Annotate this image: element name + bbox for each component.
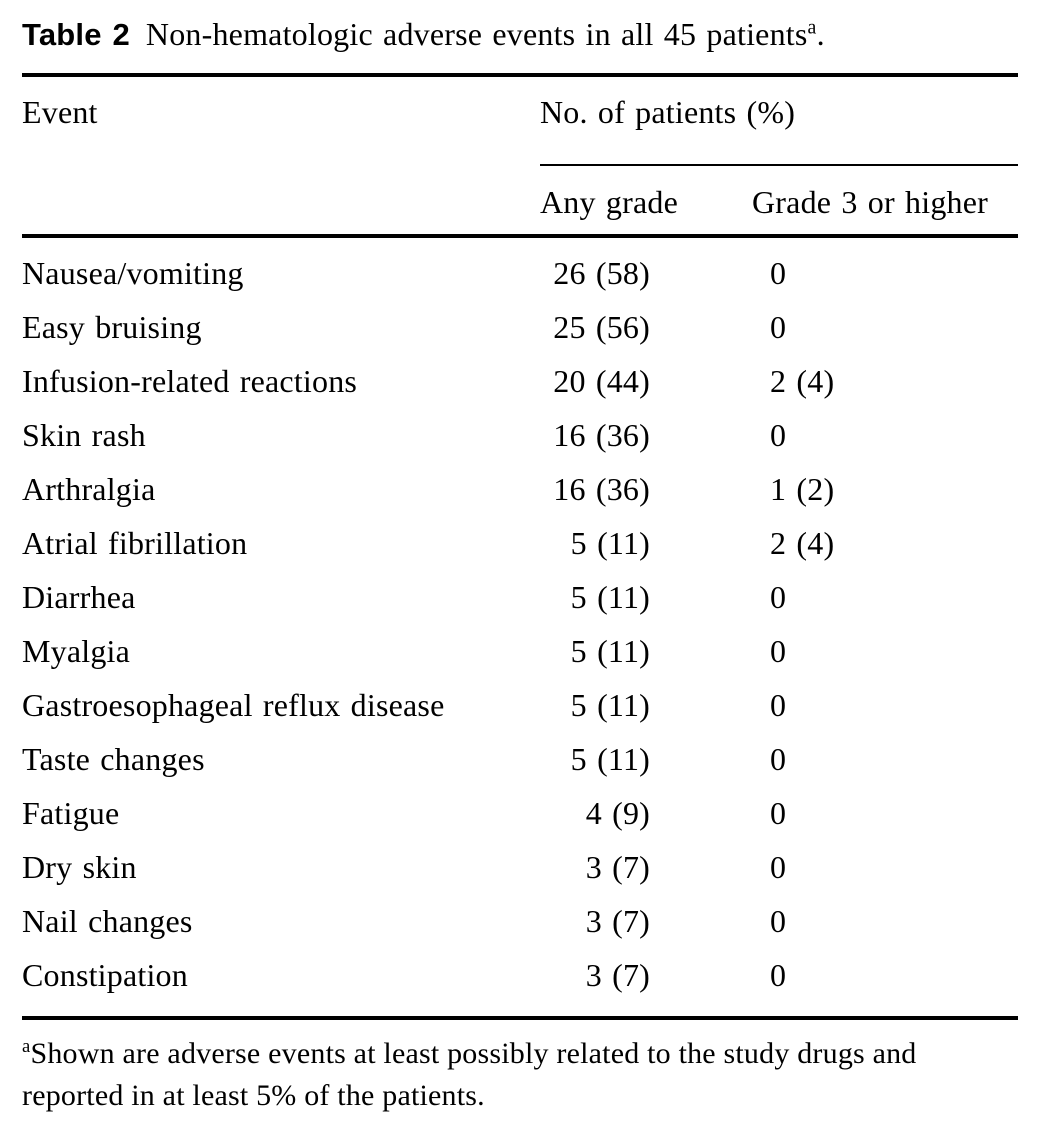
event-cell: Nausea/vomiting: [22, 254, 244, 291]
table-caption-label: Table 2: [22, 17, 130, 52]
grade3-cell: 0: [770, 686, 787, 723]
caption-footnote-marker: a: [807, 16, 817, 39]
grade3-cell: 1 (2): [770, 470, 835, 507]
any-grade-cell: 4 (9): [540, 786, 752, 840]
any-grade-cell: 25 (56): [540, 300, 752, 354]
grade3-cell: 0: [770, 254, 787, 291]
table-footnote: aShown are adverse events at least possi…: [22, 1033, 1022, 1117]
any-grade-cell: 5 (11): [540, 570, 752, 624]
grade3-cell: 2 (4): [770, 362, 835, 399]
column-header-any-grade: Any grade: [540, 183, 678, 220]
any-grade-value: 5 (11): [570, 632, 650, 669]
table-body: Nausea/vomiting 26 (58) 0 Easy bruising …: [22, 236, 1018, 1018]
grade3-cell: 0: [770, 416, 787, 453]
any-grade-value: 3 (7): [585, 956, 650, 993]
table-row: Gastroesophageal reflux disease 5 (11) 0: [22, 678, 1018, 732]
column-group-header-patients: No. of patients (%): [540, 75, 1019, 166]
grade3-cell: 0: [770, 632, 787, 669]
any-grade-cell: 5 (11): [540, 516, 752, 570]
table-row: Atrial fibrillation 5 (11) 2 (4): [22, 516, 1018, 570]
table-row: Skin rash 16 (36) 0: [22, 408, 1018, 462]
event-cell: Taste changes: [22, 740, 205, 777]
any-grade-cell: 26 (58): [540, 236, 752, 300]
footnote-text: Shown are adverse events at least possib…: [22, 1037, 917, 1112]
any-grade-value: 5 (11): [570, 524, 650, 561]
grade3-cell: 0: [770, 740, 787, 777]
event-cell: Myalgia: [22, 632, 131, 669]
any-grade-value: 5 (11): [570, 686, 650, 723]
any-grade-cell: 3 (7): [540, 948, 752, 1018]
table-row: Fatigue 4 (9) 0: [22, 786, 1018, 840]
any-grade-cell: 16 (36): [540, 462, 752, 516]
header-row-sub: Any grade Grade 3 or higher: [22, 165, 1018, 236]
any-grade-value: 5 (11): [570, 740, 650, 777]
grade3-cell: 0: [770, 902, 787, 939]
any-grade-cell: 3 (7): [540, 840, 752, 894]
any-grade-value: 3 (7): [585, 848, 650, 885]
grade3-cell: 0: [770, 308, 787, 345]
table-row: Myalgia 5 (11) 0: [22, 624, 1018, 678]
table-caption: Table 2 Non-hematologic adverse events in…: [22, 14, 1018, 55]
any-grade-cell: 16 (36): [540, 408, 752, 462]
event-cell: Gastroesophageal reflux disease: [22, 686, 445, 723]
any-grade-cell: 5 (11): [540, 732, 752, 786]
event-cell: Nail changes: [22, 902, 193, 939]
header-row-group: Event No. of patients (%): [22, 75, 1019, 166]
event-cell: Arthralgia: [22, 470, 156, 507]
grade3-cell: 0: [770, 848, 787, 885]
event-cell: Fatigue: [22, 794, 120, 831]
event-cell: Atrial fibrillation: [22, 524, 248, 561]
any-grade-value: 26 (58): [553, 254, 650, 291]
grade3-cell: 0: [770, 578, 787, 615]
event-cell: Dry skin: [22, 848, 137, 885]
table-row: Infusion-related reactions 20 (44) 2 (4): [22, 354, 1018, 408]
any-grade-cell: 5 (11): [540, 678, 752, 732]
table-row: Diarrhea 5 (11) 0: [22, 570, 1018, 624]
grade3-cell: 0: [770, 956, 787, 993]
table-header: Event No. of patients (%) Any grade Grad…: [22, 75, 1019, 236]
any-grade-value: 16 (36): [553, 416, 650, 453]
table-row: Easy bruising 25 (56) 0: [22, 300, 1018, 354]
table-row: Arthralgia 16 (36) 1 (2): [22, 462, 1018, 516]
caption-period: .: [816, 16, 825, 52]
any-grade-cell: 20 (44): [540, 354, 752, 408]
table-caption-text: Non-hematologic adverse events in all 45…: [145, 16, 808, 52]
grade3-cell: 2 (4): [770, 524, 835, 561]
event-cell: Infusion-related reactions: [22, 362, 358, 399]
any-grade-value: 16 (36): [553, 470, 650, 507]
column-header-event: Event: [22, 94, 98, 130]
any-grade-value: 25 (56): [553, 308, 650, 345]
event-cell: Easy bruising: [22, 308, 202, 345]
table-row: Dry skin 3 (7) 0: [22, 840, 1018, 894]
any-grade-cell: 3 (7): [540, 894, 752, 948]
adverse-events-table: Event No. of patients (%) Any grade Grad…: [22, 73, 1019, 1020]
event-cell: Diarrhea: [22, 578, 136, 615]
any-grade-value: 3 (7): [585, 902, 650, 939]
table-row: Taste changes 5 (11) 0: [22, 732, 1018, 786]
table-row: Constipation 3 (7) 0: [22, 948, 1018, 1018]
table-row: Nausea/vomiting 26 (58) 0: [22, 236, 1018, 300]
any-grade-cell: 5 (11): [540, 624, 752, 678]
event-cell: Skin rash: [22, 416, 146, 453]
any-grade-value: 4 (9): [585, 794, 650, 831]
event-cell: Constipation: [22, 956, 188, 993]
any-grade-value: 5 (11): [570, 578, 650, 615]
table-row: Nail changes 3 (7) 0: [22, 894, 1018, 948]
grade3-cell: 0: [770, 794, 787, 831]
any-grade-value: 20 (44): [553, 362, 650, 399]
footnote-marker: a: [22, 1036, 31, 1057]
column-header-grade-3-or-higher: Grade 3 or higher: [752, 183, 988, 220]
